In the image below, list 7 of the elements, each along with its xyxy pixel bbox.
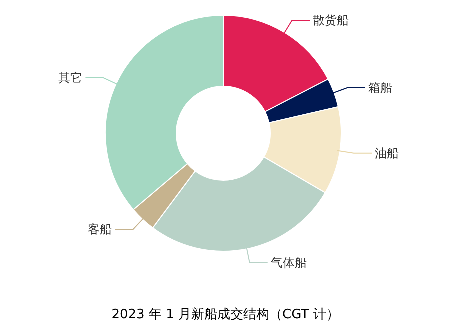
slice-label: 其它 [58,71,83,86]
text: 2023 年 1 月新船成交结构（CGT 计） [112,306,340,322]
slice-label: 箱船 [368,81,392,96]
slice-label: 散货船 [313,14,350,28]
slice-label: 油船 [375,146,399,160]
slice-label: 气体船 [270,256,307,270]
slice-label: 客船 [88,222,112,237]
